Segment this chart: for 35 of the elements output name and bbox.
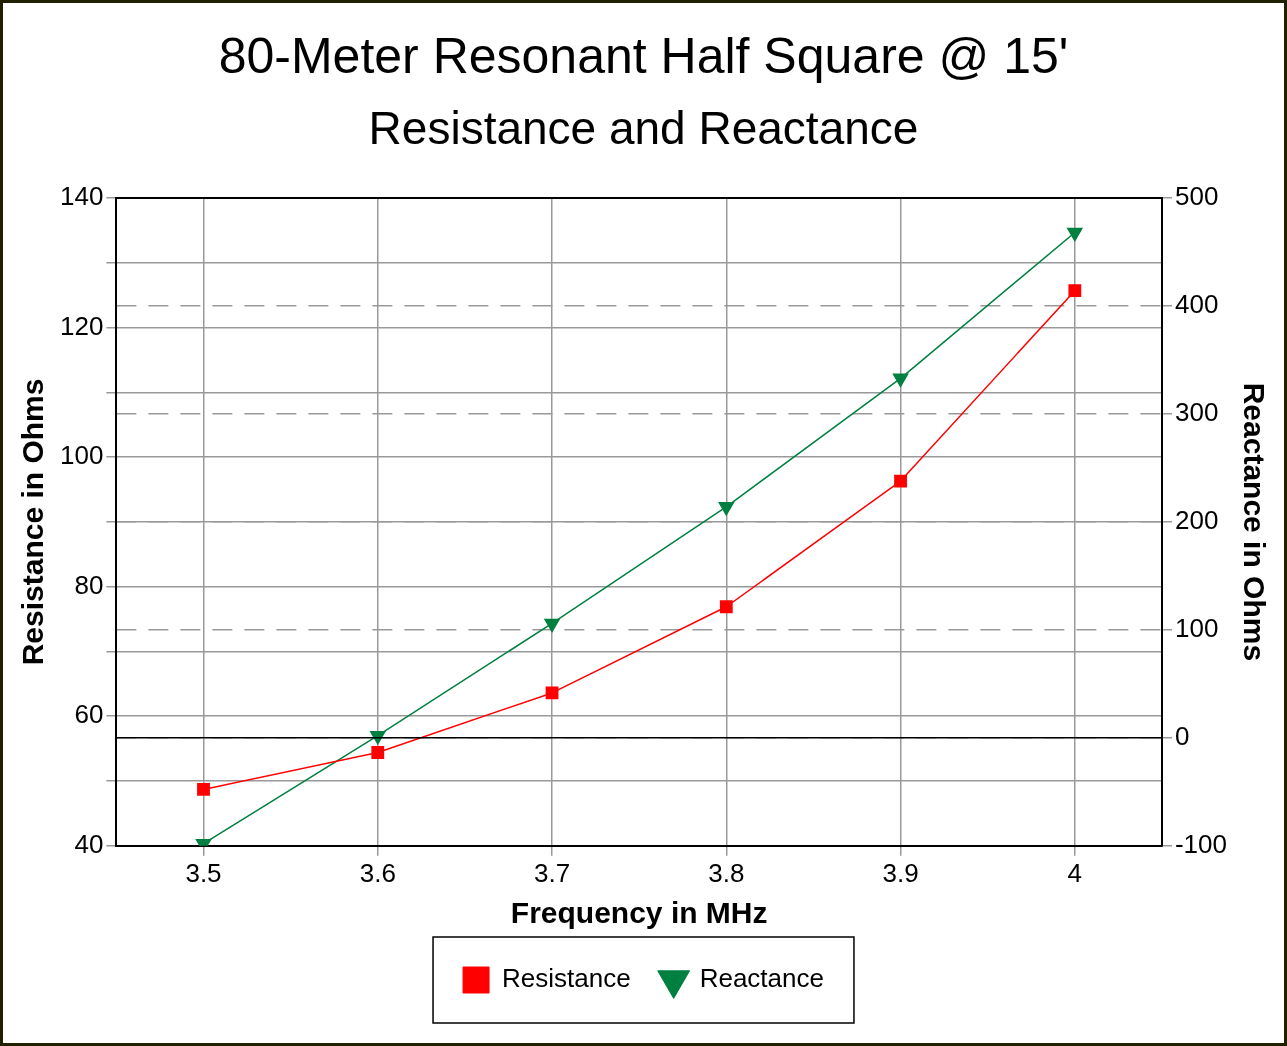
x-tick-label: 4 [1067, 857, 1083, 888]
y-tick-label: 80 [74, 569, 104, 600]
y2-tick-label: 0 [1174, 721, 1190, 752]
x-tick-label: 3.7 [533, 857, 571, 888]
y2-tick-label: 100 [1174, 613, 1219, 644]
point [718, 502, 734, 516]
x-tick-label: 3.8 [708, 857, 745, 888]
x-tick-label: 3.9 [882, 857, 919, 888]
y2-tick-label: 300 [1174, 397, 1219, 428]
x-tick-label: 3.5 [185, 857, 222, 888]
y-axis-title: Resistance in Ohms [16, 378, 50, 666]
y2-axis-title: Reactance in Ohms [1237, 382, 1271, 662]
point [1067, 227, 1083, 242]
y2-tick-label: -100 [1174, 828, 1228, 859]
y-tick-label: 120 [59, 310, 104, 341]
y-tick-label: 40 [74, 828, 104, 859]
chart-title: 80-Meter Resonant Half Square @ 15' [217, 27, 1070, 85]
x-axis-title: Frequency in MHz [510, 896, 768, 930]
point [371, 746, 385, 759]
legend-label: Resistance [502, 963, 631, 994]
point [894, 474, 907, 488]
y2-tick-label: 500 [1174, 181, 1219, 212]
y-tick-label: 100 [59, 440, 104, 471]
y2-tick-label: 200 [1174, 505, 1219, 536]
point [544, 618, 560, 633]
chart-subtitle: Resistance and Reactance [367, 101, 920, 155]
point [892, 373, 909, 388]
legend-label: Reactance [699, 963, 824, 994]
y-tick-label: 60 [74, 699, 104, 730]
y-tick-label: 140 [59, 181, 104, 212]
point [197, 783, 210, 796]
x-tick-label: 3.6 [359, 857, 396, 888]
point [719, 600, 733, 614]
y2-tick-label: 400 [1174, 289, 1219, 320]
point [1068, 284, 1082, 298]
